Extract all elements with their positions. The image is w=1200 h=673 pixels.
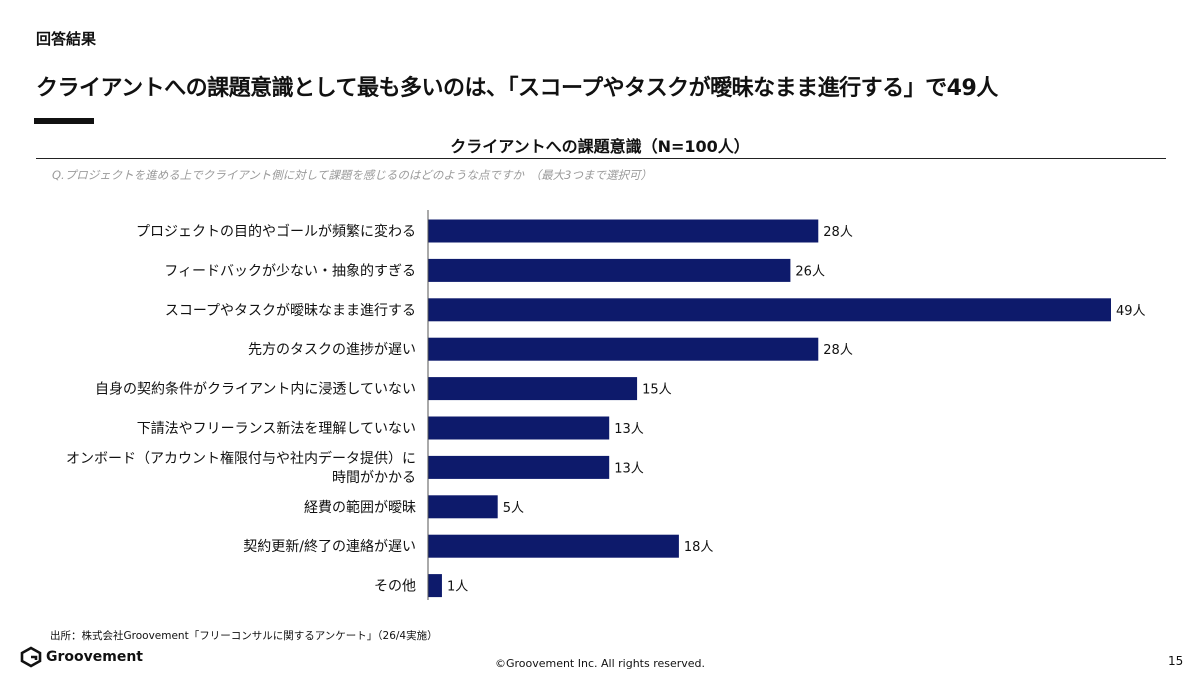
chart-title: クライアントへの課題意識（N=100人） [450,137,750,156]
value-label: 49人 [1116,304,1146,319]
value-label: 28人 [823,343,853,358]
accent-bar [34,118,94,124]
category-label: 経費の範囲が曖昧 [304,499,416,516]
value-label: 15人 [642,383,672,398]
bar [428,455,610,479]
category-label: フィードバックが少ない・抽象的すぎる [164,263,416,279]
logo-text: Groovement [46,649,143,665]
category-label: スコープやタスクが曖昧なまま進行する [165,303,416,319]
value-label: 28人 [823,225,853,240]
bar [428,219,819,243]
section-label: 回答結果 [36,30,97,48]
copyright: ©Groovement Inc. All rights reserved. [494,657,706,670]
bar [428,377,638,401]
bar [428,534,679,558]
page-number: 15 [1168,654,1184,668]
category-label: 下請法やフリーランス新法を理解していない [137,421,416,437]
value-label: 1人 [447,580,468,595]
title-divider [36,158,1166,159]
value-label: 13人 [614,461,644,476]
bar [428,337,819,361]
category-label: 自身の契約条件がクライアント内に浸透していない [95,381,416,398]
bar [428,416,610,440]
category-label: 先方のタスクの進捗が遅い [248,342,416,358]
category-label: その他 [374,579,416,595]
survey-question: Q.プロジェクトを進める上でクライアント側に対して課題を感じるのはどのような点で… [52,168,652,182]
bar [428,298,1111,322]
bar [428,258,791,282]
groovement-logo: Groovement [20,646,143,668]
value-label: 18人 [684,540,714,555]
category-label: オンボード（アカウント権限付与や社内データ提供）に [66,450,416,467]
groovement-logo-icon [20,646,42,668]
bar [428,574,442,598]
value-label: 13人 [614,422,644,437]
category-label: 時間がかかる [332,470,416,486]
value-label: 26人 [795,264,825,279]
bar [428,495,498,519]
category-label: 契約更新/終了の連絡が遅い [243,539,416,555]
page-headline: クライアントへの課題意識として最も多いのは、「スコープやタスクが曖昧なまま進行す… [36,76,998,101]
value-label: 5人 [503,501,524,516]
source-note: 出所：株式会社Groovement「フリーコンサルに関するアンケート」（26/4… [50,630,438,642]
category-label: プロジェクトの目的やゴールが頻繁に変わる [136,223,416,240]
